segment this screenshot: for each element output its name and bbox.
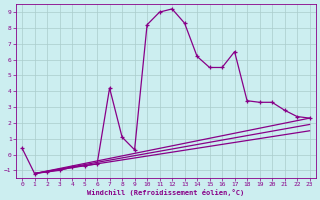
X-axis label: Windchill (Refroidissement éolien,°C): Windchill (Refroidissement éolien,°C) (87, 189, 244, 196)
